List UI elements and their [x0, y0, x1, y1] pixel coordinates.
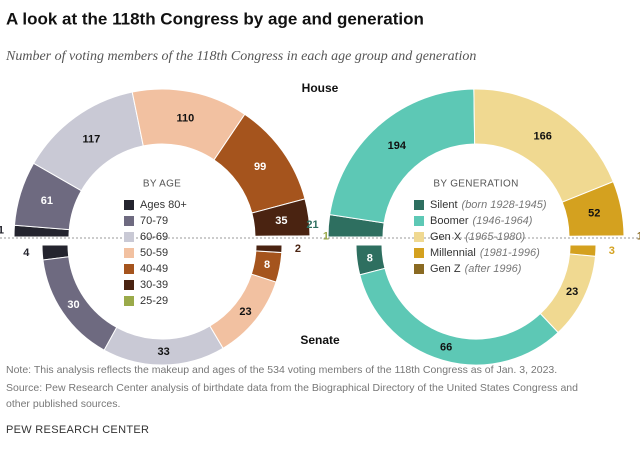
legend-name: Boomer	[430, 215, 469, 227]
legend-name: 50-59	[140, 247, 168, 259]
legend-label: 30-39	[140, 279, 168, 291]
legend-swatch	[414, 232, 424, 242]
senate-label: Senate	[300, 333, 340, 347]
segment	[254, 235, 311, 238]
value-label: 23	[239, 306, 251, 318]
value-label: 194	[388, 140, 407, 152]
legend-swatch	[414, 264, 424, 274]
value-label: 21	[306, 219, 318, 231]
legend-swatch	[124, 280, 134, 290]
legend-label: Gen X (1965-1980)	[430, 231, 525, 243]
segment	[569, 244, 597, 257]
source: Source: Pew Research Center analysis of …	[6, 382, 578, 394]
legend-label: 60-69	[140, 231, 168, 243]
legend-name: 40-49	[140, 263, 168, 275]
segment	[359, 267, 559, 366]
value-label: 8	[367, 252, 373, 264]
legend-label: Silent (born 1928-1945)	[430, 199, 547, 211]
legend-swatch	[124, 264, 134, 274]
legend-label: 25-29	[140, 295, 168, 307]
value-label: 8	[264, 259, 270, 271]
legend-swatch	[124, 216, 134, 226]
legend-label: Millennial (1981-1996)	[430, 247, 540, 259]
value-label: 52	[588, 208, 600, 220]
value-label: 3	[609, 245, 615, 257]
legend-name: Ages 80+	[140, 199, 187, 211]
legend-label: Ages 80+	[140, 199, 187, 211]
legend-swatch	[414, 200, 424, 210]
legend-label: 40-49	[140, 263, 168, 275]
legend-swatch	[124, 296, 134, 306]
legend-name: 70-79	[140, 215, 168, 227]
value-label: 11	[0, 225, 4, 237]
legend-heading: BY AGE	[143, 179, 181, 190]
legend-swatch	[414, 248, 424, 258]
value-label: 30	[67, 299, 79, 311]
brand: PEW RESEARCH CENTER	[6, 424, 149, 436]
legend-label: Boomer (1946-1964)	[430, 215, 533, 227]
legend-swatch	[414, 216, 424, 226]
legend-name: 60-69	[140, 231, 168, 243]
legend-name: 30-39	[140, 279, 168, 291]
legend-note: (1946-1964)	[473, 215, 533, 227]
house-label: House	[302, 81, 339, 95]
value-label: 33	[158, 346, 170, 358]
segment	[255, 244, 283, 254]
value-label: 117	[83, 133, 101, 145]
legend-name: 25-29	[140, 295, 168, 307]
value-label: 4	[23, 247, 30, 259]
legend-swatch	[124, 248, 134, 258]
value-label: 66	[440, 342, 452, 354]
segment	[568, 235, 625, 238]
segment	[42, 256, 118, 351]
value-label: 35	[275, 215, 287, 227]
legend-note: (after 1996)	[465, 263, 522, 275]
legend-heading: BY GENERATION	[433, 179, 518, 190]
legend-swatch	[124, 232, 134, 242]
value-label: 99	[254, 161, 266, 173]
value-label: 1	[323, 230, 329, 242]
legend-label: 50-59	[140, 247, 168, 259]
legend-note: (born 1928-1945)	[462, 199, 547, 211]
legend-name: Gen Z	[430, 263, 461, 275]
legend-swatch	[124, 200, 134, 210]
legend-label: Gen Z (after 1996)	[430, 263, 522, 275]
legend-label: 70-79	[140, 215, 168, 227]
subtitle: Number of voting members of the 118th Co…	[5, 49, 476, 64]
legend-name: Gen X	[430, 231, 462, 243]
source: other published sources.	[6, 398, 120, 410]
value-label: 23	[566, 286, 578, 298]
value-label: 166	[533, 131, 551, 143]
legend-name: Millennial	[430, 247, 476, 259]
value-label: 2	[295, 243, 301, 255]
value-label: 1	[637, 230, 640, 242]
legend-note: (1965-1980)	[465, 231, 525, 243]
title: A look at the 118th Congress by age and …	[6, 9, 424, 28]
note: Note: This analysis reflects the makeup …	[6, 364, 557, 376]
legend-note: (1981-1996)	[480, 247, 540, 259]
legend-name: Silent	[430, 199, 458, 211]
value-label: 61	[41, 195, 53, 207]
value-label: 110	[177, 113, 195, 125]
